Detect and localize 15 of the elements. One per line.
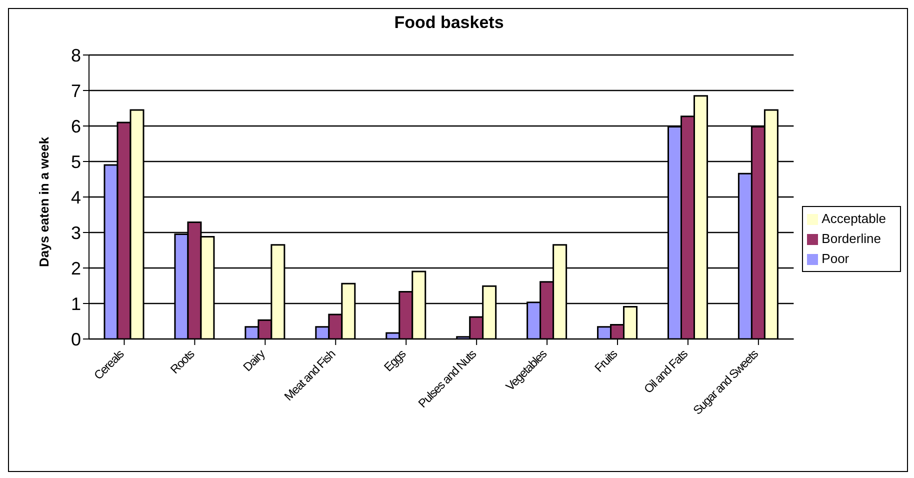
legend-label: Borderline (822, 231, 881, 246)
y-tick-label: 4 (70, 187, 81, 208)
y-tick-label: 3 (70, 222, 81, 243)
y-tick-label: 8 (70, 45, 81, 66)
x-tick-label: Oil and Fats (641, 346, 691, 396)
y-tick-label: 7 (70, 80, 81, 101)
y-axis-title: Days eaten in a week (36, 136, 52, 267)
y-tick-label: 6 (70, 116, 81, 136)
y-tick-label: 2 (70, 258, 81, 278)
legend-label: Acceptable (822, 211, 886, 226)
y-tick-label: 1 (70, 294, 81, 314)
y-tick-label: 0 (70, 329, 81, 350)
y-tick-label: 5 (70, 152, 81, 172)
chart-title: Food baskets (393, 13, 505, 33)
legend-label: Poor (822, 251, 850, 266)
